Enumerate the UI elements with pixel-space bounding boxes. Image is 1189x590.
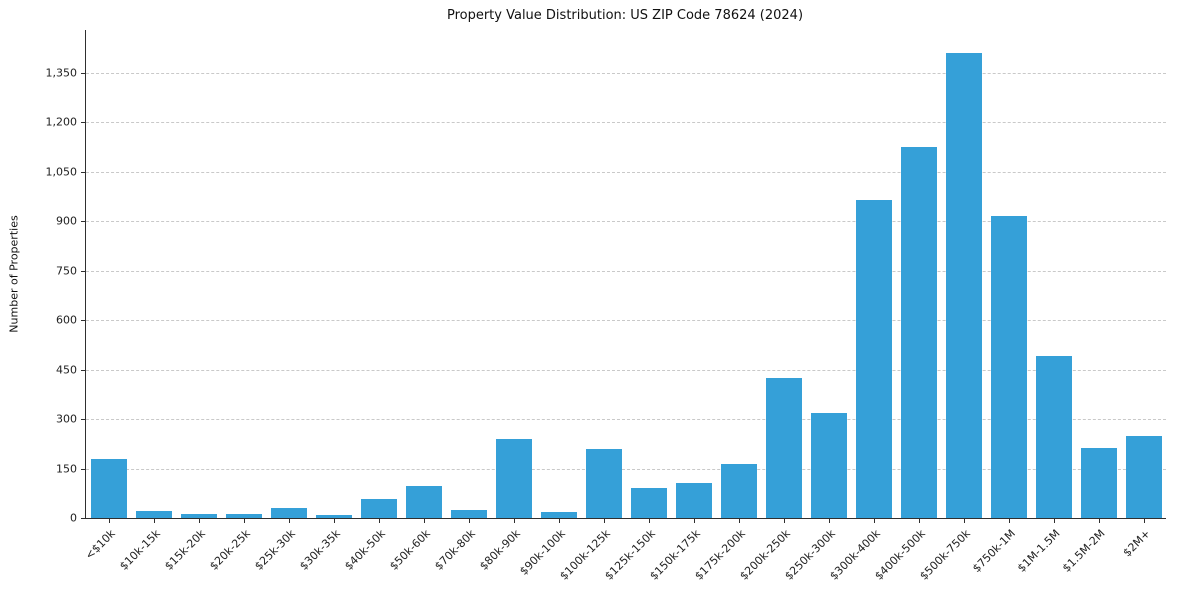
gridline bbox=[86, 468, 1166, 470]
y-tick-label: 1,350 bbox=[45, 66, 78, 80]
bar bbox=[1125, 436, 1162, 518]
bar bbox=[900, 147, 937, 518]
gridline bbox=[86, 419, 1166, 421]
y-tick-mark bbox=[81, 171, 86, 173]
bar bbox=[90, 458, 127, 518]
y-tick-label: 300 bbox=[56, 412, 77, 426]
gridline bbox=[86, 221, 1166, 223]
gridline bbox=[86, 122, 1166, 124]
y-tick-mark bbox=[81, 221, 86, 223]
plot-area: 0 150 300 450 600 750 900 1,050 1,200 1,350 <$10k $… bbox=[46, 30, 1166, 583]
y-tick-mark bbox=[81, 369, 86, 371]
y-tick-mark bbox=[81, 468, 86, 470]
x-tick-label: $40k-50k bbox=[341, 527, 388, 573]
gridline bbox=[86, 320, 1166, 322]
bar bbox=[630, 488, 667, 518]
y-tick-label: 1,200 bbox=[45, 115, 78, 129]
bar bbox=[990, 216, 1027, 518]
y-tick-mark bbox=[81, 419, 86, 421]
bar bbox=[315, 515, 352, 518]
x-tick-label: $20k-25k bbox=[206, 527, 253, 573]
x-tick-label: $25k-30k bbox=[251, 527, 298, 573]
x-tick-mark bbox=[693, 518, 695, 523]
bar bbox=[810, 412, 847, 518]
bar bbox=[1080, 448, 1117, 518]
gridline bbox=[86, 270, 1166, 272]
bar bbox=[675, 483, 712, 518]
x-tick-mark bbox=[423, 518, 425, 523]
x-tick-mark bbox=[1098, 518, 1100, 523]
bar bbox=[765, 377, 802, 518]
y-axis-label: Number of Properties bbox=[7, 215, 21, 333]
bar bbox=[225, 514, 262, 518]
x-tick-mark bbox=[1143, 518, 1145, 523]
y-tick-label: 450 bbox=[56, 363, 77, 377]
bar bbox=[405, 486, 442, 518]
x-tick-mark bbox=[513, 518, 515, 523]
bar bbox=[495, 438, 532, 518]
bar bbox=[855, 199, 892, 518]
chart-title: Property Value Distribution: US ZIP Code… bbox=[446, 8, 804, 23]
x-tick-mark bbox=[1053, 518, 1055, 523]
y-tick-mark bbox=[81, 270, 86, 272]
x-tick-mark bbox=[1008, 518, 1010, 523]
bar bbox=[720, 463, 757, 518]
x-tick-mark bbox=[153, 518, 155, 523]
x-tick-label: $1M-1.5M bbox=[1014, 527, 1063, 575]
x-tick-mark bbox=[558, 518, 560, 523]
x-tick-label: $2M+ bbox=[1120, 527, 1153, 560]
x-tick-mark bbox=[873, 518, 875, 523]
x-tick-mark bbox=[918, 518, 920, 523]
x-tick-mark bbox=[738, 518, 740, 523]
bar bbox=[270, 508, 307, 518]
gridline bbox=[86, 171, 1166, 173]
x-tick-mark bbox=[648, 518, 650, 523]
x-tick-mark bbox=[333, 518, 335, 523]
y-tick-label: 750 bbox=[56, 264, 77, 278]
bar bbox=[180, 514, 217, 518]
x-tick-mark bbox=[783, 518, 785, 523]
y-tick-label: 0 bbox=[70, 511, 77, 525]
x-tick-label: $50k-60k bbox=[386, 527, 433, 573]
x-tick-label: $80k-90k bbox=[476, 527, 523, 573]
y-tick-mark bbox=[81, 518, 86, 519]
x-tick-mark bbox=[603, 518, 605, 523]
x-tick-label: $1.5M-2M bbox=[1059, 527, 1108, 575]
gridline bbox=[86, 369, 1166, 371]
x-tick-mark bbox=[198, 518, 200, 523]
y-tick-mark bbox=[81, 122, 86, 124]
x-tick-mark bbox=[288, 518, 290, 523]
y-tick-label: 150 bbox=[56, 462, 77, 476]
y-tick-mark bbox=[81, 320, 86, 322]
bar bbox=[1035, 356, 1072, 518]
x-tick-label: <$10k bbox=[82, 527, 118, 563]
bar bbox=[360, 499, 397, 518]
x-tick-label: $15k-20k bbox=[161, 527, 208, 573]
gridline bbox=[86, 72, 1166, 74]
x-tick-mark bbox=[468, 518, 470, 523]
y-tick-label: 600 bbox=[56, 313, 77, 327]
x-tick-mark bbox=[243, 518, 245, 523]
x-tick-mark bbox=[963, 518, 965, 523]
y-tick-label: 1,050 bbox=[45, 165, 78, 179]
y-tick-mark bbox=[81, 72, 86, 74]
bar bbox=[540, 512, 577, 518]
bar bbox=[945, 53, 982, 518]
x-tick-mark bbox=[378, 518, 380, 523]
x-tick-label: $750k-1M bbox=[969, 527, 1018, 575]
x-tick-label: $10k-15k bbox=[116, 527, 163, 573]
bar bbox=[585, 448, 622, 518]
x-tick-label: $30k-35k bbox=[296, 527, 343, 573]
x-tick-mark bbox=[828, 518, 830, 523]
x-tick-label: $70k-80k bbox=[431, 527, 478, 573]
bar bbox=[450, 510, 487, 518]
x-tick-mark bbox=[108, 518, 110, 523]
bar bbox=[135, 511, 172, 518]
y-tick-label: 900 bbox=[56, 214, 77, 228]
